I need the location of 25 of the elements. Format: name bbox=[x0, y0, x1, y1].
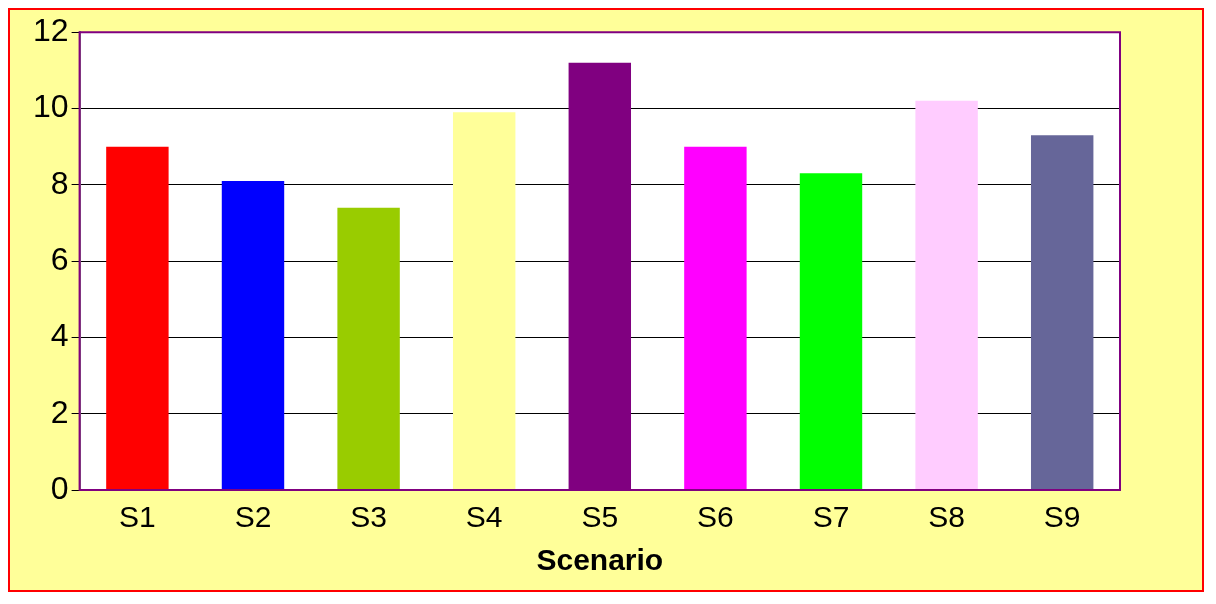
bar bbox=[106, 146, 169, 490]
y-tick-label: 0 bbox=[50, 469, 69, 506]
bar bbox=[915, 100, 978, 490]
y-tick-label: 8 bbox=[50, 164, 69, 201]
x-tick-label: S2 bbox=[234, 500, 272, 534]
bar bbox=[1030, 135, 1094, 490]
x-tick-label: S9 bbox=[1043, 500, 1081, 534]
x-axis-title: Scenario bbox=[536, 543, 664, 577]
y-tick-label: 2 bbox=[50, 393, 69, 430]
y-tick-label: 4 bbox=[50, 317, 69, 354]
x-tick-label: S3 bbox=[350, 500, 387, 534]
bar bbox=[799, 173, 863, 490]
bar bbox=[337, 207, 400, 490]
x-tick-label: S8 bbox=[928, 500, 965, 534]
x-tick-label: S7 bbox=[812, 500, 850, 534]
x-tick-label: S6 bbox=[697, 500, 734, 534]
x-tick-label: S5 bbox=[581, 500, 619, 534]
y-tick-label: 12 bbox=[33, 12, 69, 49]
x-tick-label: S4 bbox=[465, 500, 503, 534]
bar bbox=[684, 146, 747, 490]
bar bbox=[221, 180, 285, 490]
x-tick-label: S1 bbox=[119, 500, 156, 534]
y-tick-label: 10 bbox=[33, 88, 69, 125]
y-tick-label: 6 bbox=[50, 240, 69, 277]
bar bbox=[452, 112, 516, 490]
